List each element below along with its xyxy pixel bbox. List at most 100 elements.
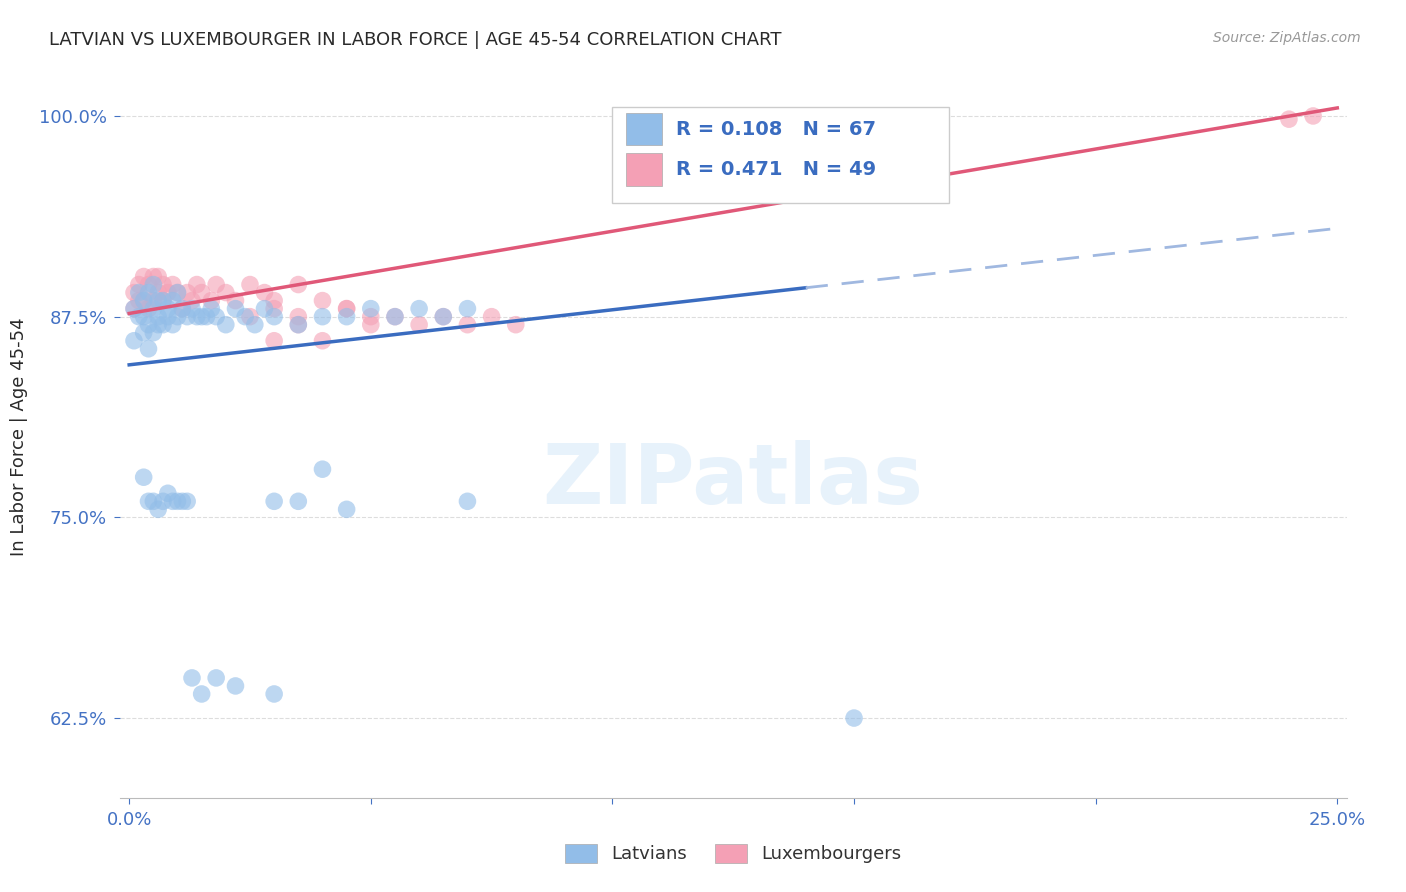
Point bbox=[138, 285, 160, 300]
Point bbox=[263, 494, 285, 508]
Point bbox=[481, 310, 503, 324]
Point bbox=[132, 310, 155, 324]
Point bbox=[181, 301, 204, 316]
Point bbox=[172, 301, 194, 316]
Point bbox=[142, 301, 165, 316]
Point bbox=[1302, 109, 1324, 123]
Point bbox=[287, 318, 309, 332]
Point bbox=[263, 687, 285, 701]
Point bbox=[263, 334, 285, 348]
Point bbox=[122, 334, 145, 348]
Point bbox=[224, 301, 246, 316]
Point bbox=[162, 494, 184, 508]
Point bbox=[172, 301, 194, 316]
Point bbox=[128, 285, 150, 300]
Point bbox=[190, 687, 212, 701]
Point bbox=[215, 318, 238, 332]
Point bbox=[253, 301, 276, 316]
Point bbox=[142, 277, 165, 292]
Point bbox=[456, 301, 478, 316]
Point bbox=[166, 285, 188, 300]
Point bbox=[132, 293, 155, 308]
Point bbox=[205, 310, 228, 324]
Point bbox=[287, 310, 309, 324]
Point bbox=[311, 310, 333, 324]
Point bbox=[146, 293, 169, 308]
Point bbox=[200, 293, 222, 308]
Point bbox=[162, 293, 184, 308]
Point bbox=[239, 277, 262, 292]
Point bbox=[146, 502, 169, 516]
Point bbox=[128, 310, 150, 324]
Point bbox=[432, 310, 454, 324]
Point bbox=[181, 671, 204, 685]
Point bbox=[166, 494, 188, 508]
Point bbox=[842, 711, 865, 725]
Point bbox=[336, 301, 359, 316]
Point bbox=[176, 285, 198, 300]
Point bbox=[128, 293, 150, 308]
Point bbox=[408, 301, 430, 316]
Point bbox=[132, 293, 155, 308]
Point bbox=[243, 318, 266, 332]
Point bbox=[336, 301, 359, 316]
Point bbox=[195, 310, 218, 324]
Point bbox=[166, 310, 188, 324]
Point bbox=[287, 318, 309, 332]
Point bbox=[186, 277, 208, 292]
Point bbox=[156, 310, 179, 324]
Point bbox=[360, 310, 382, 324]
Point bbox=[263, 301, 285, 316]
Text: R = 0.108   N = 67: R = 0.108 N = 67 bbox=[676, 120, 876, 139]
Point bbox=[205, 277, 228, 292]
Point bbox=[146, 269, 169, 284]
Point bbox=[138, 277, 160, 292]
Y-axis label: In Labor Force | Age 45-54: In Labor Force | Age 45-54 bbox=[10, 318, 28, 557]
Point bbox=[384, 310, 406, 324]
Point bbox=[186, 310, 208, 324]
Point bbox=[263, 310, 285, 324]
Point bbox=[138, 301, 160, 316]
Point bbox=[505, 318, 527, 332]
Point bbox=[172, 494, 194, 508]
Point bbox=[311, 293, 333, 308]
Point bbox=[224, 293, 246, 308]
Point bbox=[122, 301, 145, 316]
Point bbox=[336, 502, 359, 516]
Point bbox=[132, 269, 155, 284]
Point bbox=[287, 277, 309, 292]
Text: LATVIAN VS LUXEMBOURGER IN LABOR FORCE | AGE 45-54 CORRELATION CHART: LATVIAN VS LUXEMBOURGER IN LABOR FORCE |… bbox=[49, 31, 782, 49]
Point bbox=[253, 285, 276, 300]
Point bbox=[176, 494, 198, 508]
Point bbox=[138, 342, 160, 356]
Legend: Latvians, Luxembourgers: Latvians, Luxembourgers bbox=[555, 835, 911, 872]
Point bbox=[311, 334, 333, 348]
Point bbox=[360, 301, 382, 316]
Point bbox=[176, 310, 198, 324]
Point bbox=[200, 301, 222, 316]
Point bbox=[432, 310, 454, 324]
Point bbox=[190, 310, 212, 324]
Point bbox=[146, 285, 169, 300]
Text: R = 0.471   N = 49: R = 0.471 N = 49 bbox=[676, 160, 876, 179]
Point bbox=[1278, 112, 1301, 127]
Point bbox=[146, 318, 169, 332]
Point bbox=[162, 277, 184, 292]
Point bbox=[205, 671, 228, 685]
Point bbox=[138, 494, 160, 508]
Point bbox=[156, 285, 179, 300]
Point bbox=[408, 318, 430, 332]
Point bbox=[146, 310, 169, 324]
Point bbox=[138, 318, 160, 332]
Point bbox=[456, 494, 478, 508]
Point bbox=[152, 494, 174, 508]
Point bbox=[224, 679, 246, 693]
Point bbox=[132, 470, 155, 484]
Point bbox=[190, 285, 212, 300]
Point bbox=[142, 326, 165, 340]
Point bbox=[384, 310, 406, 324]
Point bbox=[215, 285, 238, 300]
Point bbox=[166, 285, 188, 300]
Text: Source: ZipAtlas.com: Source: ZipAtlas.com bbox=[1213, 31, 1361, 45]
Point bbox=[128, 277, 150, 292]
